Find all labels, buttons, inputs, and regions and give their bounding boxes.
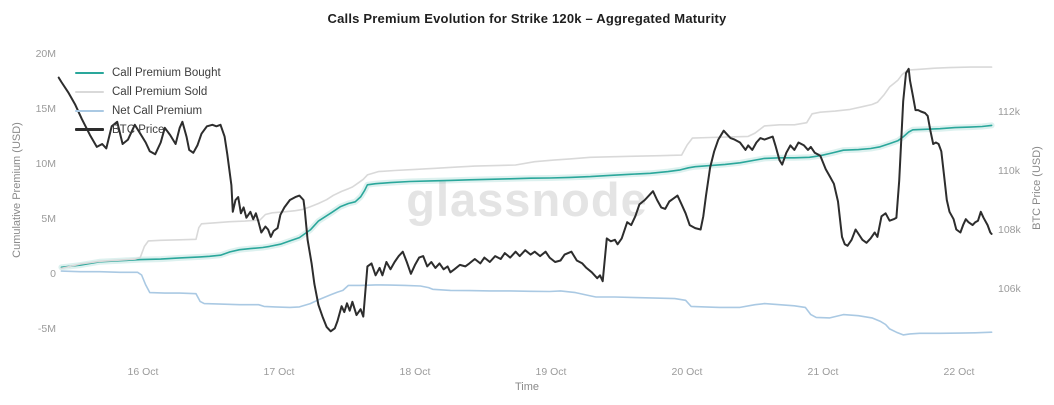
series-line-net-call-premium[interactable] xyxy=(60,270,993,336)
legend-label: Net Call Premium xyxy=(112,104,203,117)
series-line-btc-price[interactable] xyxy=(57,67,993,333)
legend-item-call-premium-sold[interactable]: Call Premium Sold xyxy=(75,82,221,101)
series-line-call-premium-sold[interactable] xyxy=(60,66,993,270)
glassnode-watermark: glassnode xyxy=(406,173,648,226)
net-call-premium-line-icon xyxy=(75,109,104,112)
legend-label: Call Premium Sold xyxy=(112,85,208,98)
chart-legend: Call Premium Bought Call Premium Sold Ne… xyxy=(75,63,221,139)
call-premium-bought-line-icon xyxy=(75,71,104,74)
call-premium-bought-glow[interactable] xyxy=(58,122,995,271)
legend-label: BTC Price xyxy=(112,123,165,136)
legend-label: Call Premium Bought xyxy=(112,66,221,79)
btc-price-line-icon xyxy=(75,128,104,131)
series-line-call-premium-bought[interactable] xyxy=(60,124,993,269)
call-premium-sold-line-icon xyxy=(75,90,104,93)
legend-item-net-call-premium[interactable]: Net Call Premium xyxy=(75,101,221,120)
legend-item-call-premium-bought[interactable]: Call Premium Bought xyxy=(75,63,221,82)
legend-item-btc-price[interactable]: BTC Price xyxy=(75,120,221,139)
